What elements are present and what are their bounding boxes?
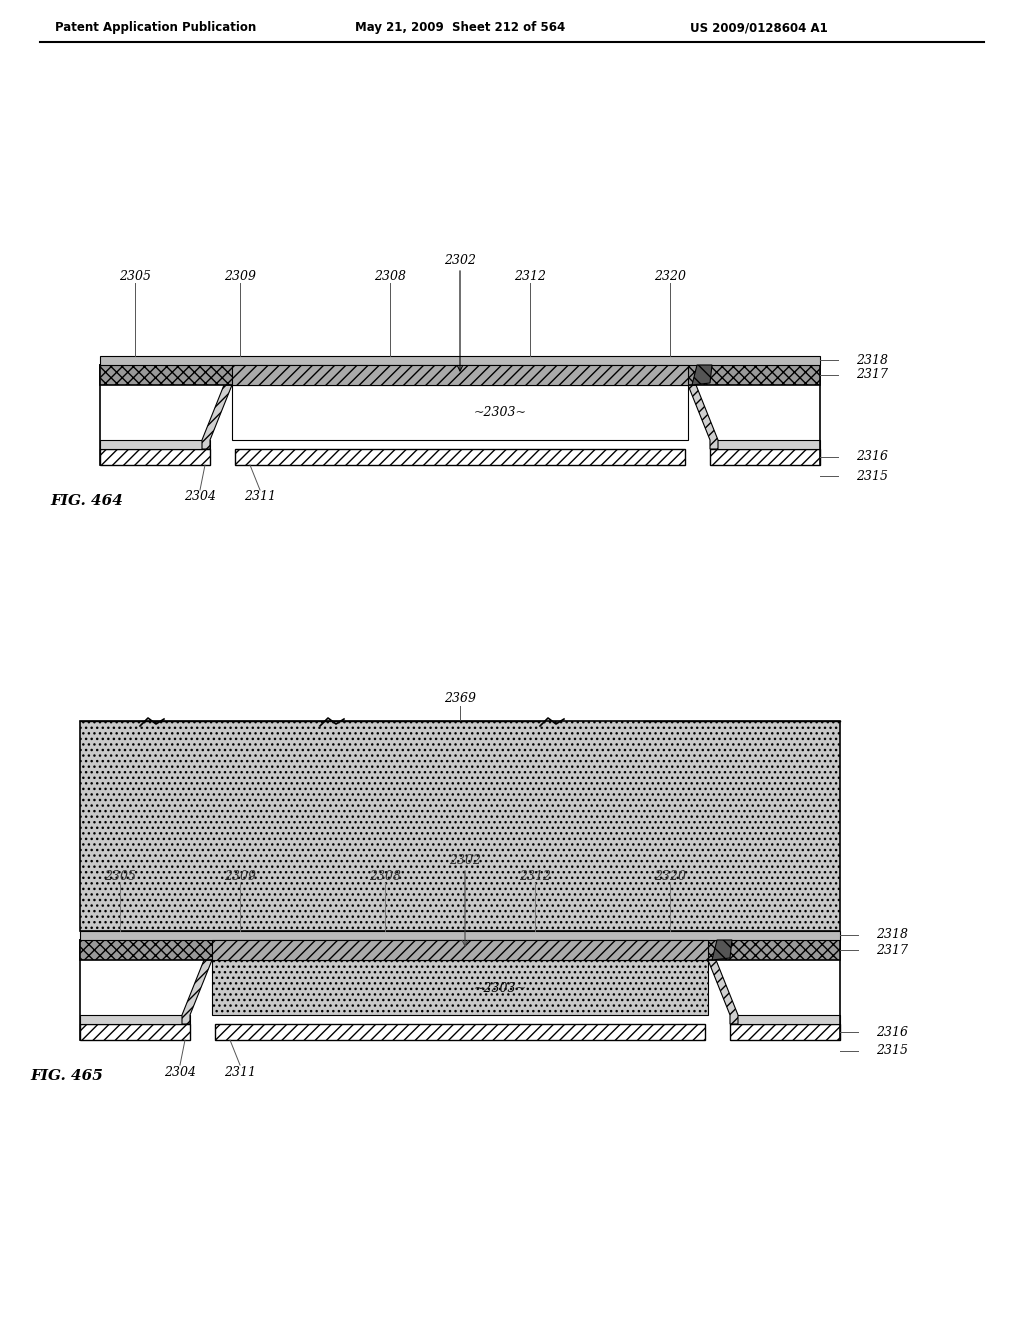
Text: ~2303~: ~2303~ <box>473 407 526 420</box>
Text: 2311: 2311 <box>224 1065 256 1078</box>
Bar <box>710 440 820 449</box>
Text: 2305: 2305 <box>119 269 151 282</box>
Bar <box>100 356 820 366</box>
Text: 2302: 2302 <box>449 854 481 867</box>
Bar <box>730 1024 840 1040</box>
Text: 2318: 2318 <box>876 928 908 941</box>
Polygon shape <box>688 385 718 449</box>
Bar <box>80 1024 190 1040</box>
Bar <box>100 449 210 465</box>
Bar <box>80 721 840 931</box>
Bar <box>232 385 688 440</box>
Polygon shape <box>692 366 712 385</box>
Bar <box>212 960 708 1015</box>
Text: 2369: 2369 <box>444 693 476 705</box>
Text: 2309: 2309 <box>224 269 256 282</box>
Bar <box>212 940 708 960</box>
Text: US 2009/0128604 A1: US 2009/0128604 A1 <box>690 21 827 34</box>
Text: 2304: 2304 <box>184 491 216 503</box>
Text: ~2303~: ~2303~ <box>473 982 526 994</box>
Text: 2317: 2317 <box>856 368 888 381</box>
Bar <box>234 449 685 465</box>
Text: Patent Application Publication: Patent Application Publication <box>55 21 256 34</box>
Text: FIG. 465: FIG. 465 <box>30 1069 102 1082</box>
Polygon shape <box>182 960 212 1024</box>
Text: 2308: 2308 <box>374 269 406 282</box>
Text: 2318: 2318 <box>856 354 888 367</box>
Text: 2309: 2309 <box>224 870 256 883</box>
Text: 2315: 2315 <box>856 470 888 483</box>
Text: 2308: 2308 <box>369 870 401 883</box>
Text: 2315: 2315 <box>876 1044 908 1057</box>
Polygon shape <box>202 385 232 449</box>
Text: 2312: 2312 <box>514 269 546 282</box>
Text: 2317: 2317 <box>876 944 908 957</box>
Bar <box>100 366 820 385</box>
Text: 2316: 2316 <box>856 450 888 463</box>
Bar <box>232 366 688 385</box>
Text: 2305: 2305 <box>104 870 136 883</box>
Text: 2320: 2320 <box>654 870 686 883</box>
Bar <box>100 440 210 449</box>
Text: 2316: 2316 <box>876 1026 908 1039</box>
Text: 2312: 2312 <box>519 870 551 883</box>
Bar <box>730 1015 840 1024</box>
Bar <box>80 931 840 940</box>
Polygon shape <box>712 940 732 960</box>
Bar <box>80 940 840 960</box>
Bar <box>710 449 820 465</box>
Text: May 21, 2009  Sheet 212 of 564: May 21, 2009 Sheet 212 of 564 <box>355 21 565 34</box>
Text: 2302: 2302 <box>444 255 476 268</box>
Bar <box>80 1015 190 1024</box>
Text: 2320: 2320 <box>654 269 686 282</box>
Bar <box>215 1024 705 1040</box>
Polygon shape <box>708 960 738 1024</box>
Text: 2304: 2304 <box>164 1065 196 1078</box>
Text: 2311: 2311 <box>244 491 276 503</box>
Text: FIG. 464: FIG. 464 <box>50 494 123 508</box>
